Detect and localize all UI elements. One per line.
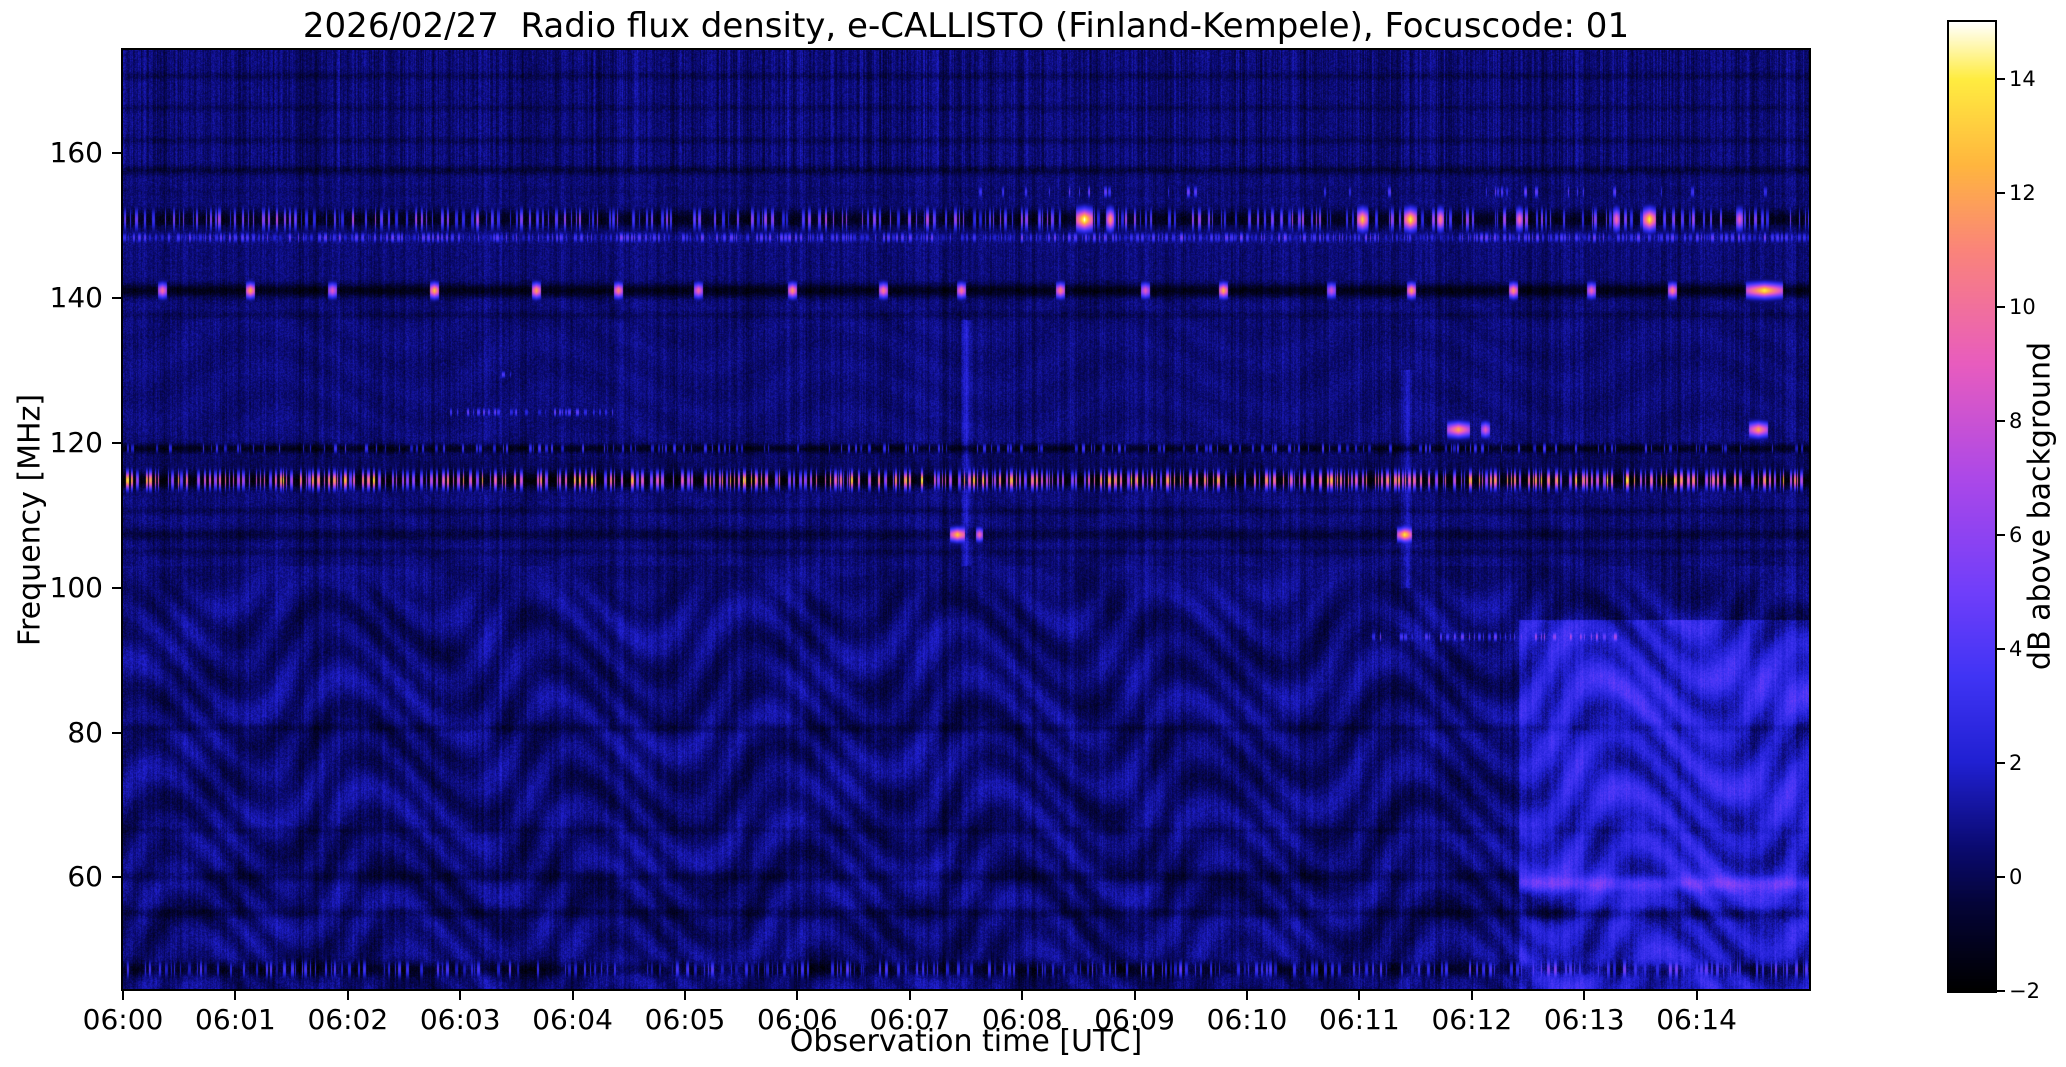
x-tick-label: 06:06 (757, 1003, 838, 1036)
x-axis-label: Observation time [UTC] (789, 1024, 1143, 1059)
x-tick-mark (1583, 991, 1586, 1000)
x-tick-mark (908, 991, 911, 1000)
colorbar-tick-label: 2 (2009, 751, 2023, 775)
colorbar-tick-mark (1997, 78, 2005, 80)
colorbar-tick-mark (1997, 876, 2005, 878)
colorbar-tick-mark (1997, 762, 2005, 764)
colorbar-tick-label: 8 (2009, 409, 2023, 433)
colorbar-tick-label: 14 (2009, 67, 2036, 91)
x-tick-mark (459, 991, 462, 1000)
x-tick-label: 06:13 (1543, 1003, 1625, 1036)
x-tick-mark (1470, 991, 1473, 1000)
x-tick-mark (1358, 991, 1361, 1000)
y-tick-label: 120 (49, 425, 103, 459)
colorbar-tick-mark (1997, 306, 2005, 308)
x-tick-mark (1695, 991, 1698, 1000)
x-tick-label: 06:05 (644, 1003, 726, 1036)
y-tick-label: 160 (49, 135, 103, 169)
y-tick-mark (112, 441, 121, 444)
y-tick-mark (112, 296, 121, 299)
colorbar-label: dB above background (2022, 341, 2058, 671)
colorbar-tick-mark (1997, 990, 2005, 992)
x-tick-label: 06:11 (1319, 1003, 1400, 1036)
x-tick-label: 06:12 (1431, 1003, 1513, 1036)
colorbar-tick-label: 4 (2009, 637, 2023, 661)
x-tick-mark (122, 991, 124, 1000)
x-tick-mark (796, 991, 799, 1000)
x-tick-label: 06:00 (82, 1003, 164, 1036)
x-tick-mark (346, 991, 349, 1000)
x-tick-mark (234, 991, 237, 1000)
y-tick-label: 140 (49, 280, 103, 314)
x-tick-label: 06:04 (532, 1003, 613, 1036)
x-tick-mark (571, 991, 574, 1000)
x-tick-label: 06:14 (1656, 1003, 1737, 1036)
colorbar-tick-label: 12 (2009, 181, 2036, 205)
y-tick-label: 80 (67, 715, 103, 749)
x-tick-mark (684, 991, 686, 1000)
x-tick-label: 06:07 (869, 1003, 951, 1036)
colorbar-tick-mark (1997, 420, 2005, 422)
x-tick-label: 06:01 (195, 1003, 276, 1036)
y-tick-mark (112, 731, 121, 734)
y-tick-mark (112, 586, 121, 589)
colorbar-tick-mark (1997, 648, 2005, 650)
x-tick-label: 06:08 (981, 1003, 1063, 1036)
x-tick-label: 06:03 (419, 1003, 501, 1036)
colorbar-tick-mark (1997, 534, 2005, 536)
colorbar-tick-label: 6 (2009, 523, 2023, 547)
x-tick-mark (1021, 991, 1024, 1000)
x-tick-mark (1246, 991, 1248, 1000)
colorbar-tick-label: −2 (2009, 979, 2040, 1003)
colorbar-canvas (1947, 20, 1997, 993)
y-tick-mark (112, 876, 121, 879)
x-tick-label: 06:10 (1206, 1003, 1288, 1036)
y-tick-label: 60 (67, 860, 103, 894)
colorbar-tick-mark (1997, 192, 2005, 194)
x-tick-mark (1133, 991, 1136, 1000)
y-tick-mark (112, 151, 121, 154)
y-tick-label: 100 (49, 570, 103, 604)
colorbar-tick-label: 0 (2009, 865, 2023, 889)
x-tick-label: 06:09 (1094, 1003, 1175, 1036)
x-tick-label: 06:02 (307, 1003, 389, 1036)
colorbar-tick-label: 10 (2009, 295, 2036, 319)
chart-title: 2026/02/27 Radio flux density, e-CALLIST… (302, 6, 1630, 46)
spectrogram-canvas (121, 48, 1811, 991)
